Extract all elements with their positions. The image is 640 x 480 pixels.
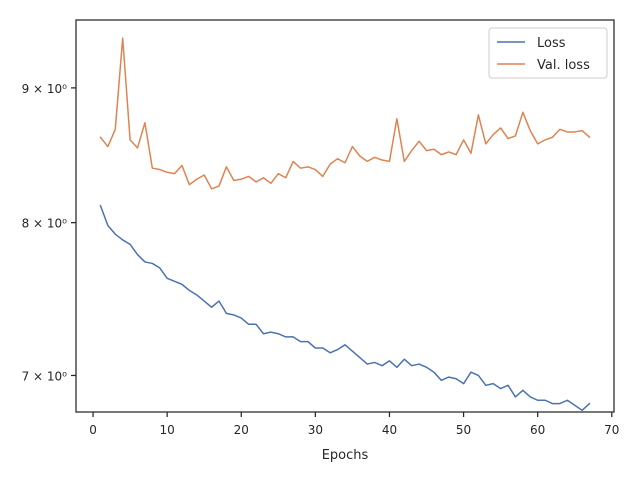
legend: Loss Val. loss — [488, 27, 608, 79]
x-axis-title: Epochs — [322, 448, 369, 463]
x-tick-label: 60 — [530, 423, 545, 437]
y-tick-label: 7 × 10⁰ — [22, 369, 68, 383]
y-tick-label: 8 × 10⁰ — [22, 217, 68, 231]
series-line-val-loss — [99, 37, 591, 190]
y-tick-label: 9 × 10⁰ — [22, 82, 68, 96]
x-tick-label: 50 — [456, 423, 471, 437]
legend-label-val-loss: Val. loss — [537, 58, 590, 73]
x-tick-label: 10 — [160, 423, 175, 437]
axis-ticks: 0 10 20 30 40 50 60 70 7 × 10⁰ 8 × 10⁰ 9 × 10⁰ — [22, 82, 620, 437]
x-tick-label: 30 — [308, 423, 323, 437]
legend-label-loss: Loss — [537, 36, 566, 51]
x-tick-label: 40 — [382, 423, 397, 437]
plot-frame — [75, 19, 615, 413]
series-line-loss — [99, 204, 591, 412]
series-layer — [99, 37, 591, 412]
x-tick-label: 70 — [604, 423, 619, 437]
legend-box — [488, 27, 608, 79]
x-tick-label: 0 — [89, 423, 97, 437]
x-tick-label: 20 — [234, 423, 249, 437]
